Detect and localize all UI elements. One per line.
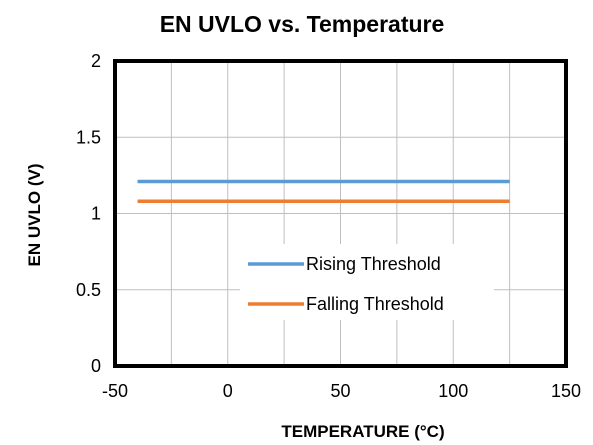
x-tick-label: 100	[438, 381, 468, 401]
y-axis-label: EN UVLO (V)	[25, 164, 44, 267]
x-axis-label: TEMPERATURE (°C)	[281, 422, 444, 441]
chart-title: EN UVLO vs. Temperature	[160, 11, 445, 37]
x-tick-label: -50	[102, 381, 128, 401]
x-tick-label: 150	[551, 381, 581, 401]
y-tick-label: 0	[91, 356, 101, 376]
legend-label: Rising Threshold	[306, 254, 441, 274]
legend: Rising Threshold Falling Threshold	[240, 244, 494, 320]
y-tick-label: 1.5	[76, 127, 101, 147]
legend-background	[240, 244, 494, 320]
grid	[114, 60, 567, 367]
series-lines	[137, 179, 510, 204]
x-tick-label: 50	[330, 381, 350, 401]
legend-label: Falling Threshold	[306, 294, 444, 314]
y-tick-label: 1	[91, 204, 101, 224]
x-tick-label: 0	[223, 381, 233, 401]
y-tick-label: 2	[91, 51, 101, 71]
y-tick-label: 0.5	[76, 280, 101, 300]
plot-area-frame	[113, 59, 568, 368]
